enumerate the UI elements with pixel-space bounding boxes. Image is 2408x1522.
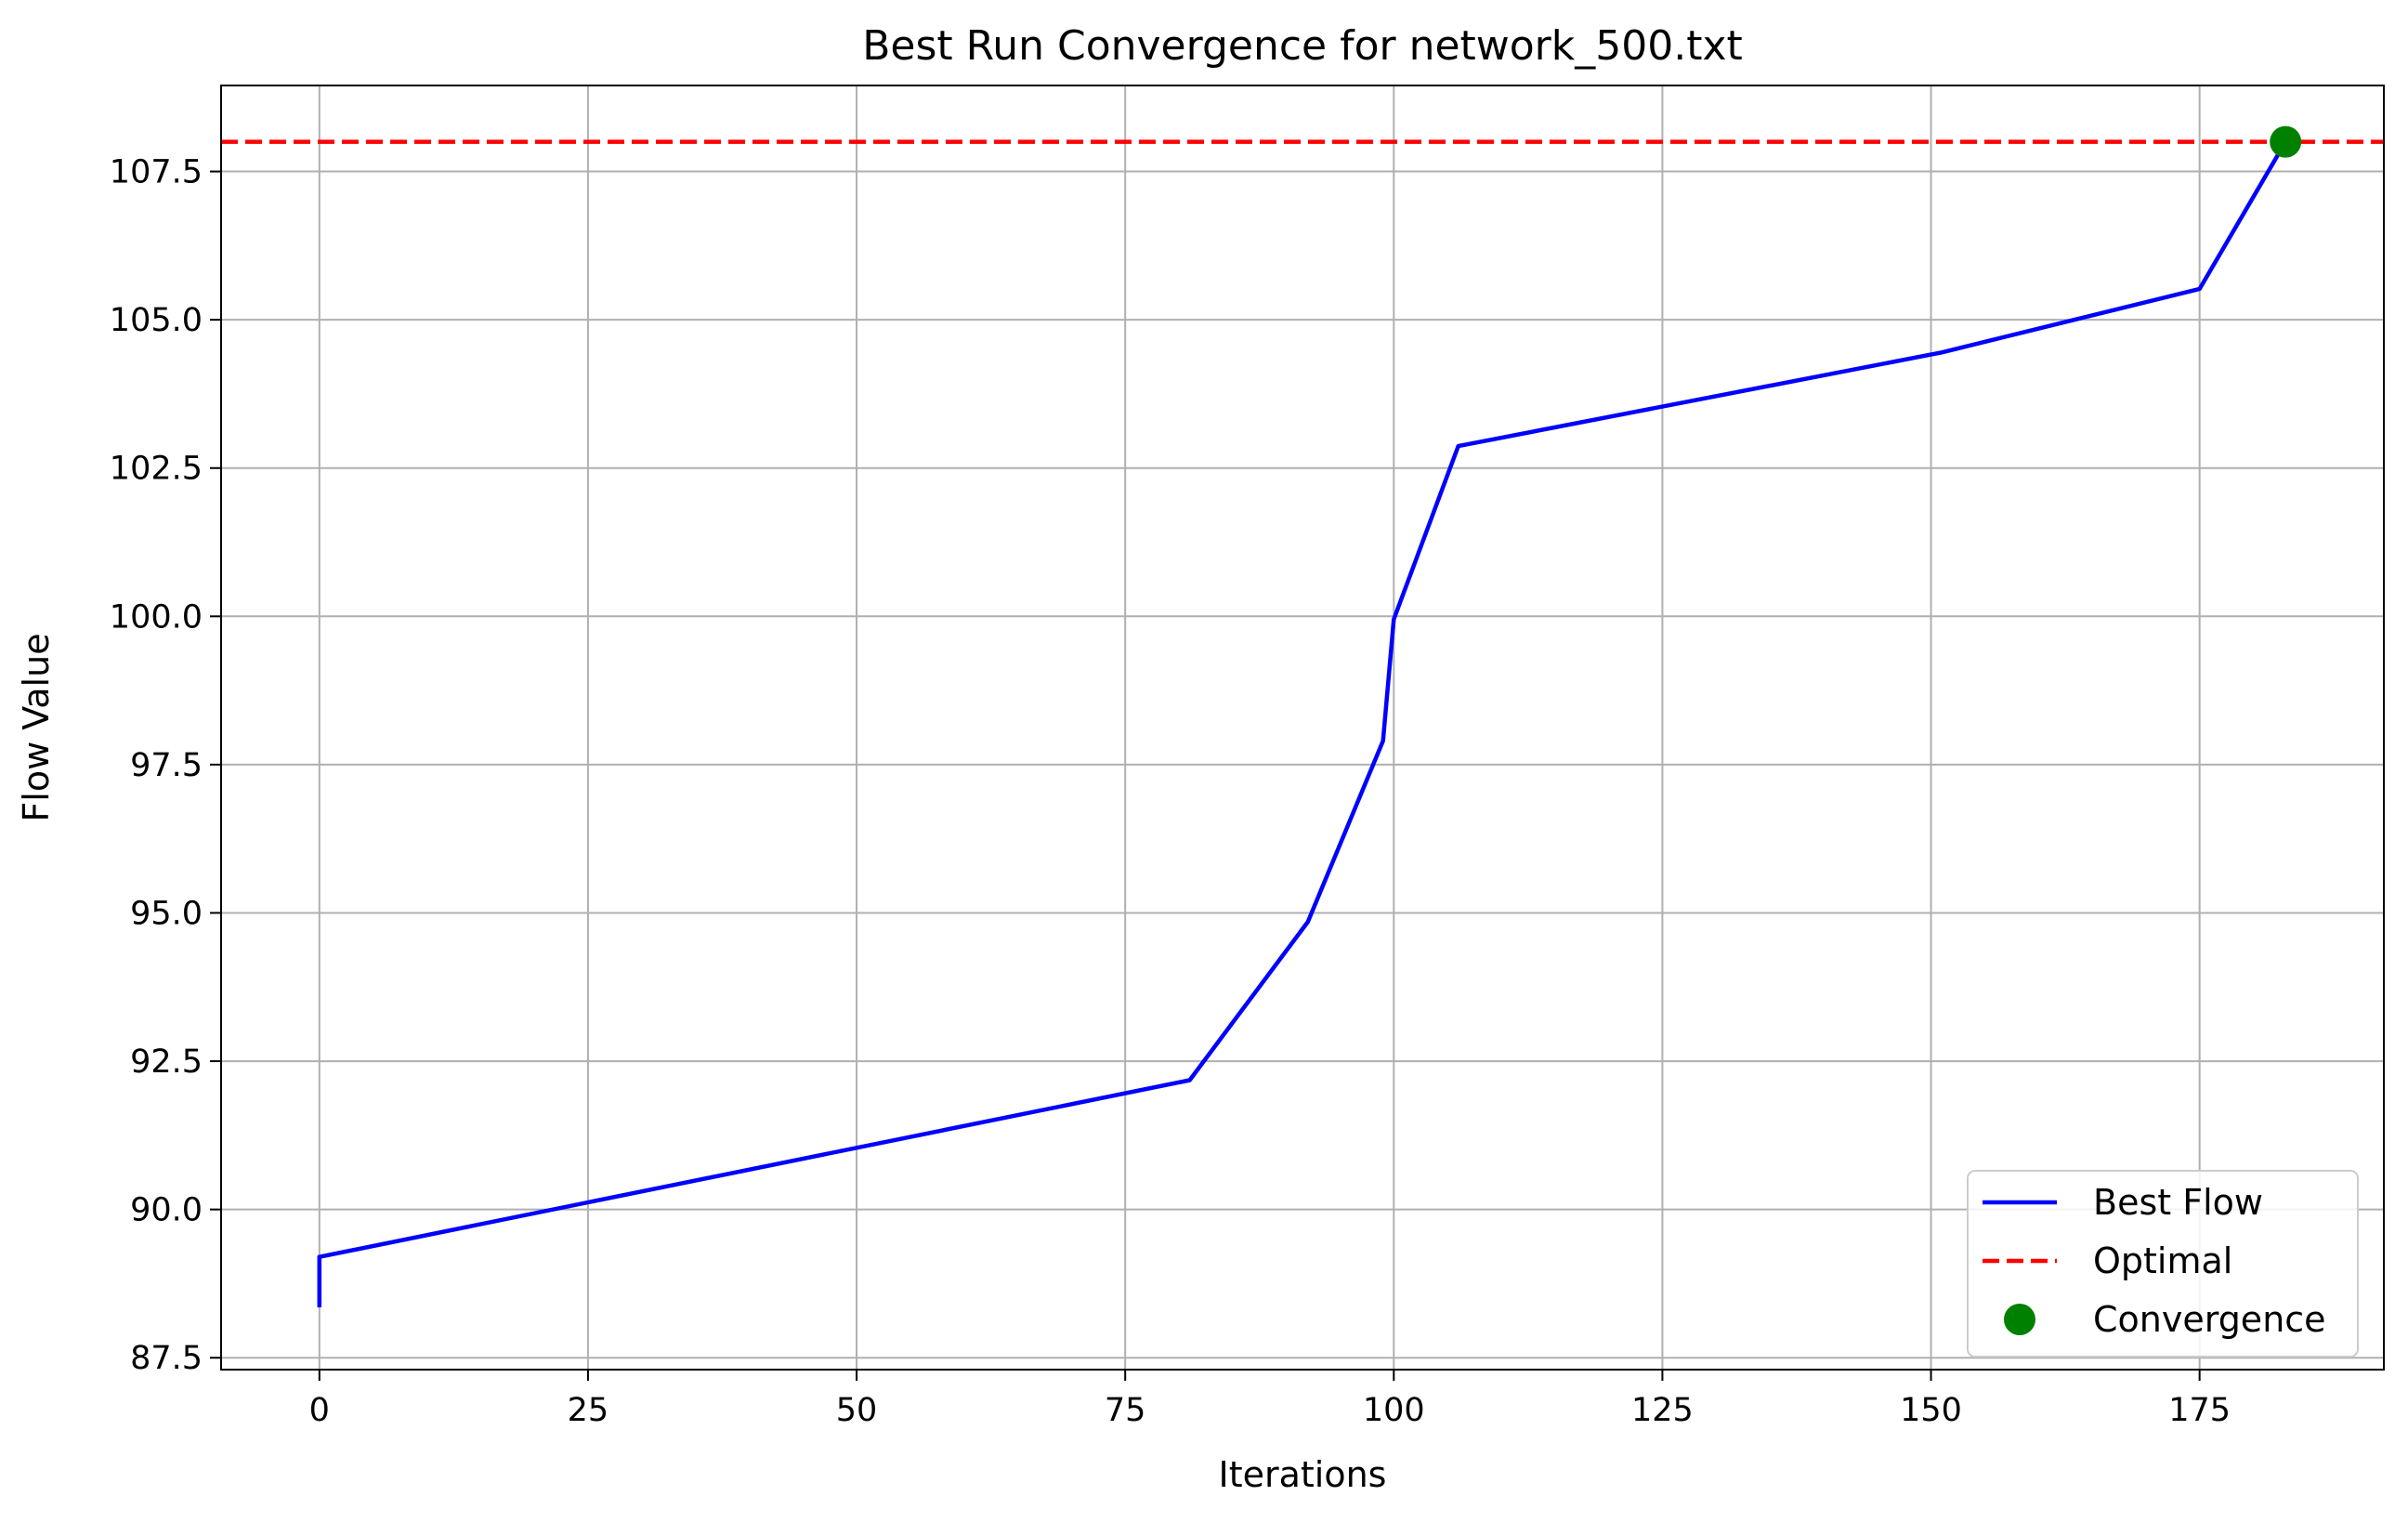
y-tick-label-5: 100.0 bbox=[110, 598, 203, 636]
y-tick-label-4: 97.5 bbox=[130, 747, 203, 784]
y-tick-label-6: 102.5 bbox=[110, 451, 203, 488]
y-axis-title: Flow Value bbox=[16, 633, 57, 821]
y-tick-label-3: 95.0 bbox=[130, 895, 203, 932]
y-tick-label-7: 105.0 bbox=[110, 302, 203, 339]
legend-label-best-flow: Best Flow bbox=[2093, 1182, 2263, 1223]
y-tick-label-2: 92.5 bbox=[130, 1043, 203, 1081]
x-tick-label-6: 150 bbox=[1900, 1392, 1962, 1429]
y-axis-ticks: 87.5 90.0 92.5 95.0 97.5 100.0 102.5 105.0 107.5 bbox=[110, 154, 221, 1377]
series-best-flow-line bbox=[317, 140, 2288, 1307]
chart-title: Best Run Convergence for network_500.txt bbox=[862, 22, 1743, 70]
y-tick-label-1: 90.0 bbox=[130, 1192, 203, 1229]
y-tick-label-8: 107.5 bbox=[110, 154, 203, 191]
x-tick-label-1: 25 bbox=[568, 1392, 609, 1429]
x-tick-label-7: 175 bbox=[2168, 1392, 2231, 1429]
plot-frame bbox=[220, 85, 2385, 1371]
convergence-point bbox=[2270, 125, 2302, 158]
x-tick-label-5: 125 bbox=[1631, 1392, 1694, 1429]
legend-swatch-convergence bbox=[2004, 1304, 2035, 1335]
x-tick-label-0: 0 bbox=[309, 1392, 330, 1429]
legend-label-optimal: Optimal bbox=[2093, 1240, 2232, 1281]
y-tick-label-0: 87.5 bbox=[130, 1340, 203, 1377]
legend-label-convergence: Convergence bbox=[2093, 1299, 2326, 1340]
x-tick-label-4: 100 bbox=[1363, 1392, 1425, 1429]
legend: Best Flow Optimal Convergence bbox=[1967, 1170, 2359, 1358]
plot-lines bbox=[221, 125, 2384, 1307]
x-axis-title: Iterations bbox=[1219, 1454, 1387, 1495]
x-tick-label-3: 75 bbox=[1105, 1392, 1146, 1429]
x-axis-ticks: 0 25 50 75 100 125 150 175 bbox=[309, 1370, 2231, 1429]
x-tick-label-2: 50 bbox=[836, 1392, 878, 1429]
legend-box bbox=[1967, 1170, 2359, 1358]
